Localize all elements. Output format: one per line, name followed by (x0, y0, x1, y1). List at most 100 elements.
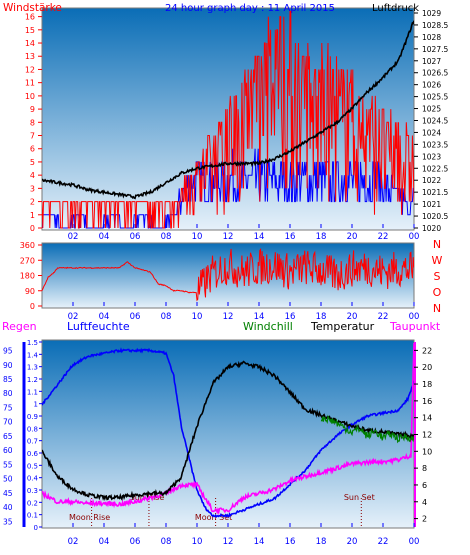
wind-y-tick-label: 7 (30, 132, 35, 141)
rain-y-tick-label: 0.4 (27, 475, 39, 483)
pressure-y-tick-label: 1022.5 (422, 164, 448, 173)
wind-x-tick-label: 12 (223, 232, 234, 242)
direction-line (42, 248, 414, 302)
humidity-y-tick-label: 45 (3, 489, 13, 498)
direction-x-tick-label: 04 (99, 312, 110, 322)
wind-x-tick-label: 06 (130, 232, 141, 242)
rain-y-tick-label: 1 (34, 401, 38, 409)
pressure-y-tick-label: 1020.5 (422, 212, 448, 221)
humidity-y-tick-label: 95 (3, 347, 13, 356)
rain-y-tick-label: 0.2 (27, 499, 38, 507)
wind-y-tick-label: 5 (30, 158, 35, 167)
wind-x-tick-label: 14 (254, 232, 265, 242)
pressure-series (42, 20, 414, 200)
wind-y-tick-label: 16 (25, 13, 35, 22)
wind-x-tick-label: 20 (347, 232, 358, 242)
rain-y-tick-label: 0.1 (27, 512, 38, 520)
wind-x-tick-label: 18 (316, 232, 327, 242)
direction-x-tick-label: 08 (161, 312, 172, 322)
windstaerke-label: Windstärke (3, 2, 62, 14)
direction-y-tick-label: 270 (20, 256, 35, 265)
rain-y-tick-label: 0.6 (27, 450, 39, 458)
humidity-y-tick-label: 90 (3, 361, 13, 370)
humidity-x-tick-label: 16 (285, 537, 296, 547)
rain-y-tick-label: 1.5 (27, 339, 38, 347)
wind-x-tick-label: 02 (68, 232, 79, 242)
direction-x-tick-label: 16 (285, 312, 296, 322)
compass-label: W (432, 254, 443, 267)
pressure-line (42, 20, 414, 200)
graph-title: 24 hour graph day : 11 April 2015 (165, 3, 335, 14)
pressure-y-tick-label: 1028.5 (422, 21, 448, 30)
rain-y-tick-label: 1.2 (27, 376, 38, 384)
humidity-y-tick-label: 60 (3, 446, 13, 455)
rain-y-tick-label: 0.3 (27, 487, 38, 495)
direction-x-tick-label: 22 (378, 312, 389, 322)
pressure-y-tick-label: 1022 (422, 176, 441, 185)
wind-y-tick-label: 13 (25, 52, 35, 61)
humidity-y-tick-label: 70 (3, 418, 13, 427)
wind-x-tick-label: 04 (99, 232, 110, 242)
direction-x-tick-label: 20 (347, 312, 358, 322)
compass-label: N (433, 302, 441, 315)
wind-line (42, 10, 414, 229)
temperature-y-tick-label: 6 (422, 481, 427, 490)
wind-x-tick-label: 08 (161, 232, 172, 242)
luftdruck-label: Luftdruck (372, 3, 419, 14)
pressure-y-tick-label: 1024.5 (422, 117, 448, 126)
temperature-y-tick-label: 14 (422, 414, 432, 423)
rain-y-tick-label: 1.3 (27, 364, 38, 372)
humidity-line (42, 347, 414, 518)
temperature-line (42, 360, 414, 501)
direction-x-tick-label: 00 (409, 312, 420, 322)
rain-y-tick-label: 0.8 (27, 425, 38, 433)
temperature-y-tick-label: 8 (422, 464, 427, 473)
compass-label: N (433, 238, 441, 251)
wind-series (42, 10, 414, 229)
rain-y-tick-label: 1.4 (27, 351, 39, 359)
pressure-y-tick-label: 1021 (422, 200, 441, 209)
wind-y-tick-label: 6 (30, 145, 35, 154)
temperature-y-tick-label: 2 (422, 515, 427, 524)
wind-y-tick-label: 2 (30, 198, 35, 207)
temperature-y-tick-label: 18 (422, 380, 432, 389)
windchill-label: Windchill (243, 320, 293, 333)
pressure-y-tick-label: 1026 (422, 81, 441, 90)
direction-y-tick-label: 90 (25, 287, 35, 296)
humidity-y-tick-label: 85 (3, 375, 13, 384)
wind-x-tick-label: 22 (378, 232, 389, 242)
humidity-x-tick-label: 20 (347, 537, 358, 547)
direction-x-tick-label: 02 (68, 312, 79, 322)
humidity-y-tick-label: 50 (3, 475, 13, 484)
humidity-y-tick-label: 35 (3, 517, 13, 526)
direction-x-tick-label: 10 (192, 312, 203, 322)
humidity-y-tick-label: 40 (3, 503, 13, 512)
humidity-x-tick-label: 14 (254, 537, 265, 547)
pressure-y-tick-label: 1021.5 (422, 188, 448, 197)
temperature-y-tick-label: 12 (422, 431, 432, 440)
event-label: Moon Rise (69, 513, 110, 522)
regen-label: Regen (2, 320, 37, 333)
wind-y-tick-label: 12 (25, 65, 35, 74)
humidity-x-tick-label: 04 (99, 537, 110, 547)
luftfeuchte-label: Luftfeuchte (67, 320, 130, 333)
taupunkt-label: Taupunkt (389, 320, 441, 333)
direction-y-tick-label: 0 (30, 302, 35, 311)
pressure-y-tick-label: 1028 (422, 33, 441, 42)
compass-label: S (434, 270, 441, 283)
wind-y-tick-label: 8 (30, 118, 35, 127)
pressure-y-tick-label: 1020 (422, 224, 441, 233)
wind-y-tick-label: 10 (25, 92, 35, 101)
humidity-x-tick-label: 02 (68, 537, 79, 547)
direction-y-tick-label: 360 (20, 241, 35, 250)
wind-y-tick-label: 3 (30, 184, 35, 193)
direction-x-tick-label: 06 (130, 312, 141, 322)
direction-x-tick-label: 12 (223, 312, 234, 322)
humidity-x-tick-label: 18 (316, 537, 327, 547)
pressure-y-tick-label: 1027 (422, 57, 441, 66)
event-label: Sun Set (344, 493, 375, 502)
humidity-y-tick-label: 55 (3, 460, 13, 469)
humidity-y-tick-label: 65 (3, 432, 13, 441)
